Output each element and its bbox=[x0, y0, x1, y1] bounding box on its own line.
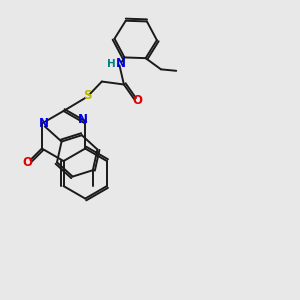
Text: S: S bbox=[83, 89, 92, 102]
Text: N: N bbox=[78, 113, 88, 126]
Text: H: H bbox=[107, 59, 116, 69]
Text: O: O bbox=[22, 156, 32, 170]
Text: N: N bbox=[116, 57, 126, 70]
Text: O: O bbox=[132, 94, 142, 107]
Text: N: N bbox=[39, 117, 49, 130]
